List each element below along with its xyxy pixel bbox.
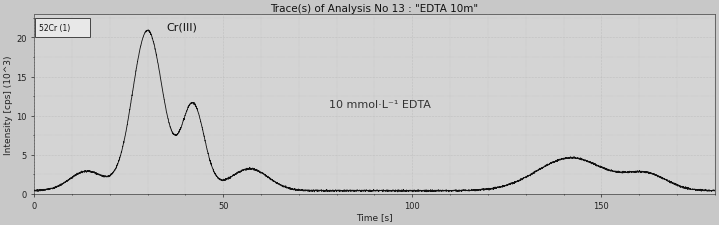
Text: 52Cr (1): 52Cr (1) bbox=[39, 24, 70, 33]
Y-axis label: Intensity [cps] (10^3): Intensity [cps] (10^3) bbox=[4, 55, 13, 154]
Text: 10 mmol·L⁻¹ EDTA: 10 mmol·L⁻¹ EDTA bbox=[329, 99, 431, 109]
Text: Cr(III): Cr(III) bbox=[167, 22, 197, 32]
Title: Trace(s) of Analysis No 13 : "EDTA 10m": Trace(s) of Analysis No 13 : "EDTA 10m" bbox=[270, 4, 479, 14]
X-axis label: Time [s]: Time [s] bbox=[356, 212, 393, 221]
FancyBboxPatch shape bbox=[35, 19, 90, 37]
